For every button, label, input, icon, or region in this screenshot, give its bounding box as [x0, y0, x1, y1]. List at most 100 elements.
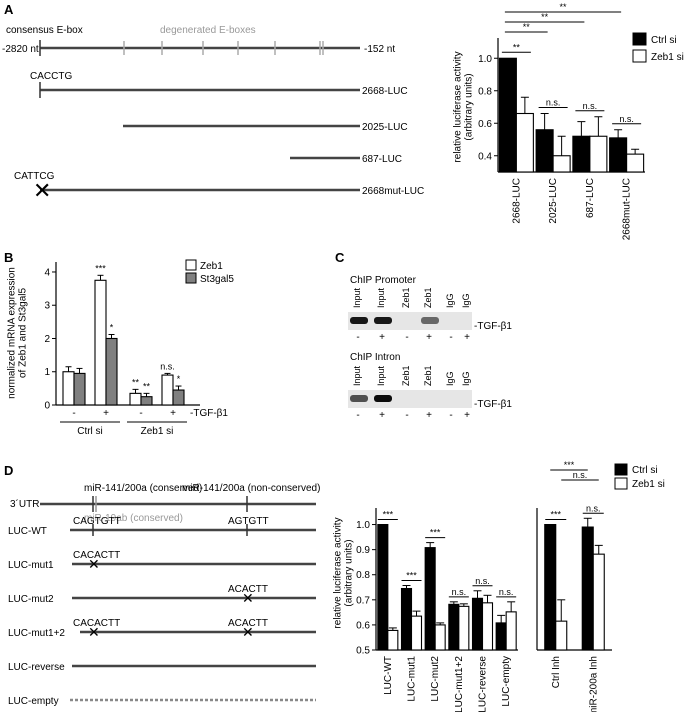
- significance-label: ***: [383, 510, 394, 520]
- significance-label: n.s.: [452, 587, 467, 597]
- legend-swatch: [632, 32, 647, 46]
- significance-label: **: [523, 22, 531, 32]
- blot-title: ChIP Promoter: [350, 275, 417, 286]
- significance-label: n.s.: [546, 98, 561, 108]
- construct-label: 2668-LUC: [362, 86, 408, 97]
- legend-swatch: [614, 463, 628, 476]
- y-tick-label: 2: [44, 334, 50, 345]
- blot-band: [350, 317, 368, 324]
- chart-b: 0 1 2 3 4 normalized mRNA expressionof Zeb1 a…: [7, 259, 234, 437]
- x-tick-label: miR-200a Inh: [588, 656, 599, 712]
- tgf-sign: +: [426, 410, 432, 421]
- bar: [377, 523, 389, 651]
- construct-label: LUC-mut1+2: [8, 628, 65, 639]
- mir19-label: miR-19ab (conserved): [84, 513, 183, 524]
- y-tick-label: 1.0: [478, 54, 492, 65]
- lane-label: Zeb1: [401, 365, 411, 386]
- x-tick-label: 687-LUC: [585, 178, 596, 218]
- tgf-sign: +: [379, 410, 385, 421]
- x-tick-label: LUC-WT: [383, 656, 394, 695]
- significance-label: *: [177, 374, 181, 384]
- x-tick-label: LUC-reverse: [478, 656, 489, 712]
- bar: [592, 553, 605, 651]
- significance-label: **: [132, 377, 140, 387]
- lane-label: Zeb1: [423, 287, 433, 308]
- panel-c-blots: ChIP Promoter Input Input Zeb1 Zeb1 IgG IgG - +…: [348, 275, 512, 421]
- tgf-sign: +: [379, 332, 385, 343]
- y-tick-label: 4: [44, 267, 50, 278]
- legend-label: Zeb1 si: [651, 52, 684, 63]
- left-coordinate-label: -2820 nt: [2, 44, 39, 55]
- panel-letter-d: D: [4, 463, 13, 478]
- construct-label: LUC-empty: [8, 696, 59, 707]
- utr-label: 3´UTR: [10, 498, 39, 510]
- x-tick-label: 2025-LUC: [548, 178, 559, 224]
- bar: [62, 371, 75, 406]
- y-tick-label: 0.6: [356, 620, 370, 631]
- significance-label: *: [110, 322, 114, 332]
- significance-label: **: [559, 2, 567, 12]
- group-label: Ctrl si: [77, 426, 103, 437]
- bar: [552, 155, 571, 173]
- tgf-label: -TGF-β1: [474, 321, 512, 332]
- tgf-sign: -: [449, 410, 452, 421]
- bar: [172, 389, 185, 406]
- x-tick-label: LUC-mut2: [430, 656, 441, 702]
- right-coordinate-label: -152 nt: [364, 44, 395, 55]
- lane-label: Input: [352, 365, 362, 386]
- mutation-cross-icon: ✕: [242, 590, 254, 606]
- legend-swatch: [614, 477, 628, 490]
- site-sequence: CAGTGTT: [73, 516, 121, 527]
- significance-label: n.s.: [475, 576, 490, 586]
- bar: [535, 129, 554, 173]
- legend-label: Ctrl si: [651, 35, 677, 46]
- blot-band: [350, 395, 368, 402]
- degenerate-ebox-label: degenerated E-boxes: [160, 25, 256, 36]
- construct-label: 2668mut-LUC: [362, 186, 424, 197]
- construct-label: LUC-reverse: [8, 662, 65, 673]
- line-box-label: CACCTG: [30, 71, 72, 82]
- legend-swatch: [632, 49, 647, 63]
- tgf-sign: -: [449, 332, 452, 343]
- site-sequence: CACACTT: [73, 550, 120, 561]
- legend-swatch: [185, 272, 197, 284]
- bar: [434, 624, 446, 651]
- bar: [410, 615, 423, 651]
- site-sequence: ACACTT: [228, 618, 268, 629]
- bar: [498, 57, 517, 173]
- bar: [544, 523, 557, 651]
- construct-label: LUC-WT: [8, 526, 47, 537]
- significance-label: **: [513, 42, 521, 52]
- legend-label: St3gal5: [200, 274, 234, 285]
- lane-label: Input: [376, 365, 386, 386]
- x-tick-label: 2668mut-LUC: [622, 178, 633, 240]
- panel-letter-c: C: [335, 250, 345, 265]
- tgf-sign: -: [72, 408, 75, 419]
- bar: [581, 526, 594, 651]
- lane-label: Input: [376, 287, 386, 308]
- significance-label: n.s.: [160, 361, 175, 371]
- bar: [161, 374, 174, 406]
- construct-label: LUC-mut2: [8, 594, 54, 605]
- bar: [572, 135, 591, 173]
- blot-title: ChIP Intron: [350, 352, 400, 363]
- blot-band: [421, 317, 439, 324]
- site1-label: miR-141/200a (conserved): [84, 483, 202, 494]
- significance-label: ***: [564, 460, 575, 470]
- x-tick-label: LUC-empty: [501, 656, 512, 707]
- legend-label: Zeb1 si: [632, 479, 665, 490]
- bar: [400, 587, 413, 651]
- x-tick-label: LUC-mut1: [407, 656, 418, 702]
- tgf-sign: +: [103, 408, 109, 419]
- significance-label: n.s.: [619, 114, 634, 124]
- blot-background: [348, 390, 472, 408]
- lane-label: IgG: [445, 371, 455, 386]
- significance-label: ***: [550, 510, 561, 520]
- mutation-cross-icon: ✕: [33, 178, 51, 203]
- site-sequence: CACACTT: [73, 618, 120, 629]
- legend-label: Zeb1: [200, 261, 223, 272]
- tgf-sign: -: [356, 332, 359, 343]
- panel-letter-a: A: [4, 2, 14, 17]
